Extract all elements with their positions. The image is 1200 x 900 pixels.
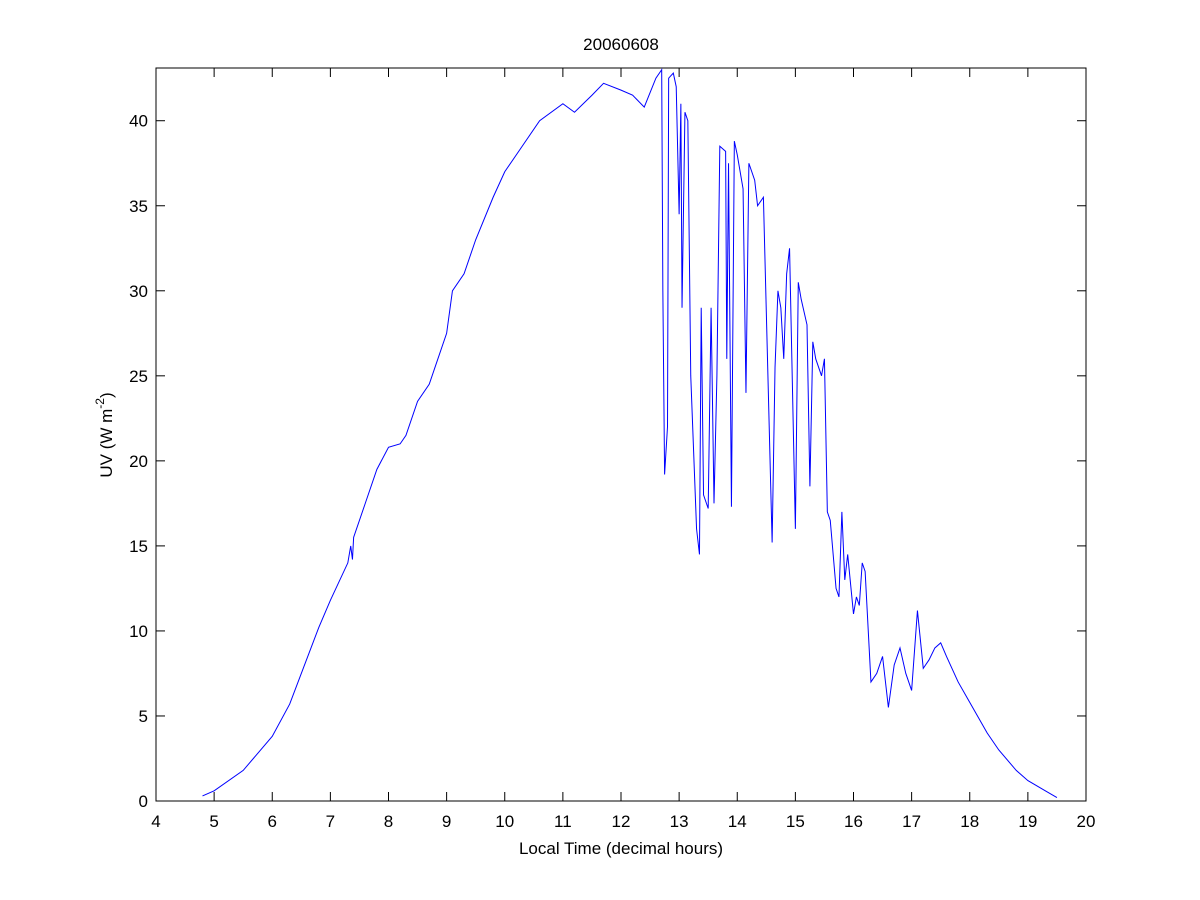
y-axis-label-main: UV (W m [97,409,116,478]
x-tick-label: 17 [902,812,921,831]
x-tick-label: 20 [1077,812,1096,831]
x-tick-label: 4 [151,812,160,831]
y-tick-label: 40 [129,112,148,131]
y-tick-label: 25 [129,367,148,386]
y-tick-label: 35 [129,197,148,216]
y-tick-label: 15 [129,537,148,556]
x-tick-label: 9 [442,812,451,831]
x-tick-label: 10 [495,812,514,831]
x-tick-label: 16 [844,812,863,831]
x-tick-label: 15 [786,812,805,831]
x-tick-label: 5 [209,812,218,831]
x-tick-label: 6 [268,812,277,831]
y-axis-label-end: ) [97,392,116,398]
x-tick-label: 11 [554,812,572,831]
y-tick-label: 10 [129,622,148,641]
x-tick-label: 12 [612,812,631,831]
y-axis-label-sup: -2 [93,398,107,409]
x-tick-label: 7 [326,812,335,831]
y-tick-label: 20 [129,452,148,471]
x-axis-label: Local Time (decimal hours) [519,839,723,858]
chart-title: 20060608 [583,35,659,54]
y-axis-label: UV (W m-2) [93,392,116,477]
y-tick-label: 0 [139,792,148,811]
data-line [202,68,1058,799]
y-tick-label: 5 [139,707,148,726]
x-tick-label: 14 [728,812,747,831]
x-tick-label: 13 [670,812,689,831]
x-tick-label: 8 [384,812,393,831]
x-tick-label: 19 [1018,812,1037,831]
x-tick-label: 18 [960,812,979,831]
y-tick-label: 30 [129,282,148,301]
